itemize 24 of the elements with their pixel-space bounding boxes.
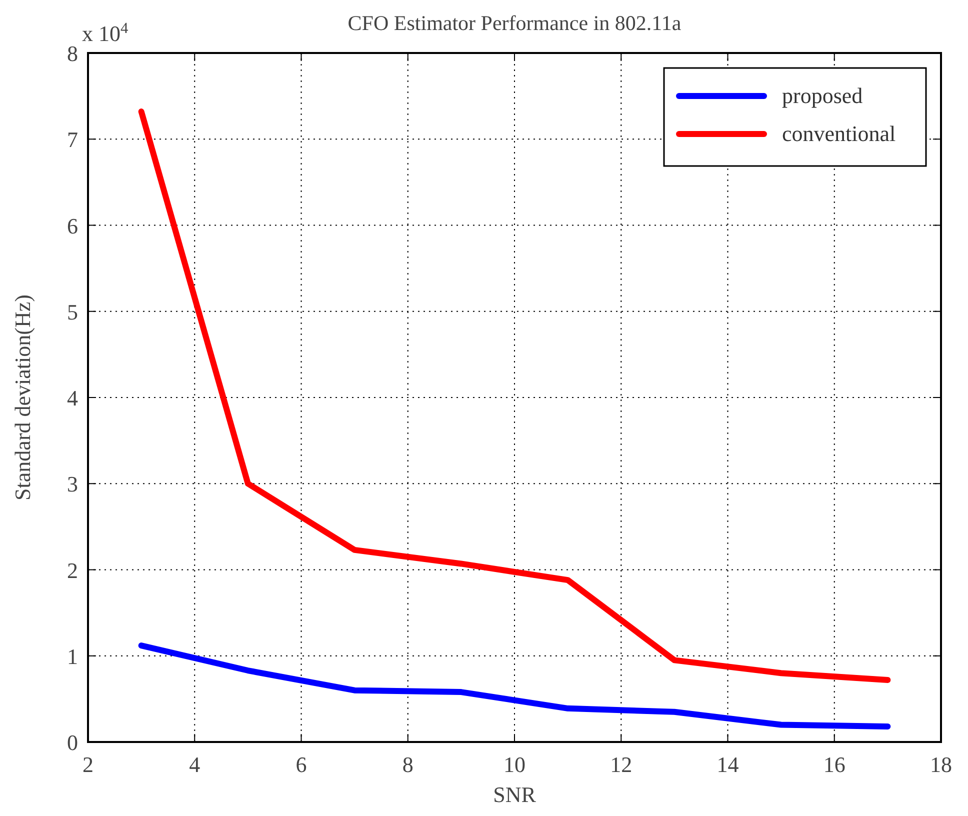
x-axis-title: SNR <box>493 782 536 807</box>
y-tick-label: 7 <box>67 127 78 152</box>
x-tick-label: 18 <box>930 752 952 777</box>
x-tick-label: 6 <box>296 752 307 777</box>
x-tick-label: 2 <box>82 752 94 777</box>
y-tick-label: 2 <box>67 558 78 583</box>
legend-label: proposed <box>782 83 863 108</box>
x-tick-label: 14 <box>716 752 739 777</box>
x-tick-label: 8 <box>402 752 414 777</box>
y-tick-label: 5 <box>67 299 78 324</box>
y-tick-label: 8 <box>67 41 78 66</box>
x-tick-label: 4 <box>189 752 200 777</box>
x-tick-label: 12 <box>610 752 632 777</box>
y-axis-title: Standard deviation(Hz) <box>10 294 35 500</box>
legend-label: conventional <box>782 121 896 146</box>
y-tick-label: 4 <box>67 386 78 410</box>
x-tick-label: 10 <box>504 752 526 777</box>
text: x 10$^{4}$ <box>82 20 128 46</box>
y-tick-label: 6 <box>67 213 78 238</box>
chart-title: CFO Estimator Performance in 802.11a <box>348 11 682 35</box>
y-tick-label: 1 <box>67 644 78 669</box>
x-tick-label: 16 <box>823 752 846 777</box>
y-tick-label: 3 <box>67 472 78 497</box>
y-tick-label: 0 <box>67 730 78 755</box>
